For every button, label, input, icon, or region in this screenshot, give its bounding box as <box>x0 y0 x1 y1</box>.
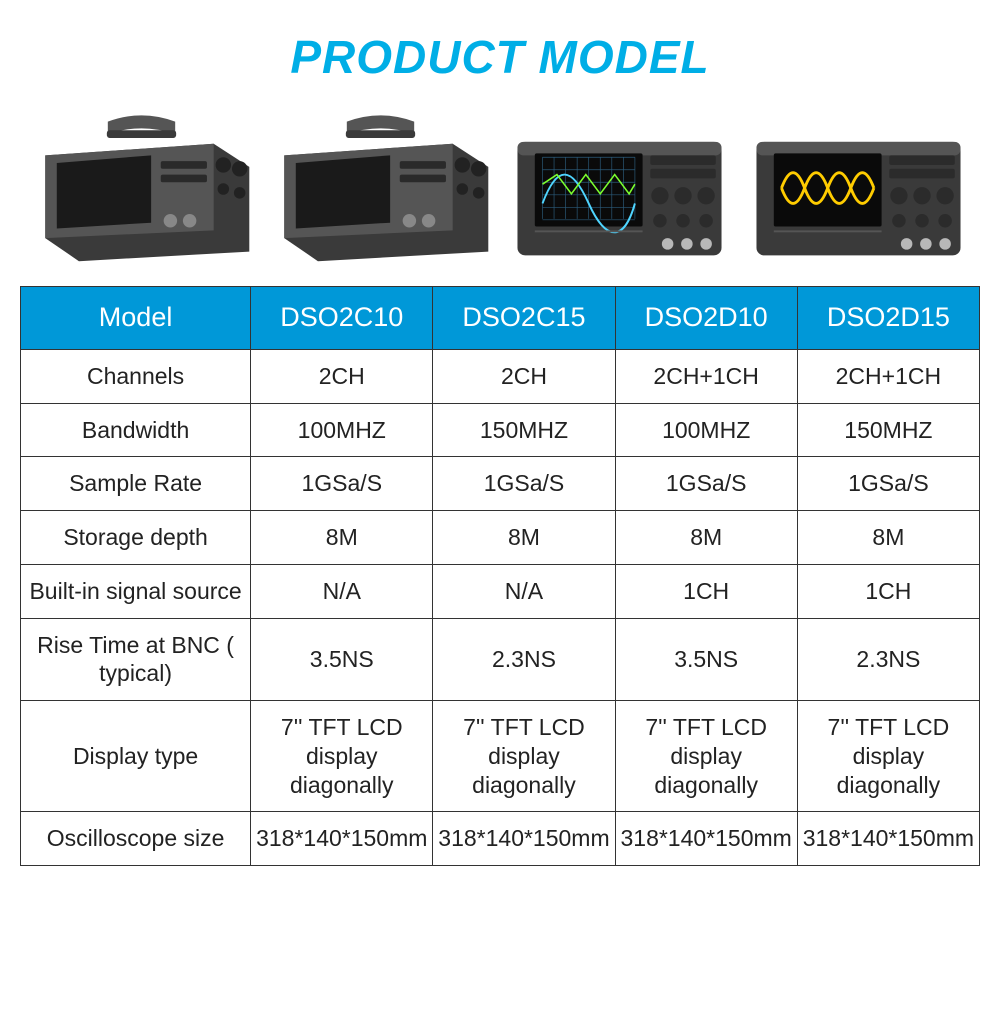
table-cell: N/A <box>251 564 433 618</box>
table-row: Storage depth8M8M8M8M <box>21 511 980 565</box>
table-cell: 3.5NS <box>251 618 433 701</box>
table-row: Built-in signal sourceN/AN/A1CH1CH <box>21 564 980 618</box>
table-cell: 8M <box>251 511 433 565</box>
table-cell: 318*140*150mm <box>615 812 797 866</box>
table-cell: 150MHZ <box>797 403 979 457</box>
table-cell: 1GSa/S <box>797 457 979 511</box>
page-title: PRODUCT MODEL <box>290 30 709 84</box>
table-cell: 1CH <box>615 564 797 618</box>
product-image-4 <box>743 104 974 274</box>
table-cell: 8M <box>615 511 797 565</box>
table-cell: 100MHZ <box>615 403 797 457</box>
row-label: Display type <box>21 701 251 812</box>
table-cell: 1GSa/S <box>615 457 797 511</box>
col-header-dso2c10: DSO2C10 <box>251 287 433 350</box>
col-header-model: Model <box>21 287 251 350</box>
row-label: Oscilloscope size <box>21 812 251 866</box>
table-cell: 2CH <box>433 349 615 403</box>
table-cell: 318*140*150mm <box>433 812 615 866</box>
table-cell: 2CH+1CH <box>797 349 979 403</box>
table-cell: 8M <box>433 511 615 565</box>
col-header-dso2d15: DSO2D15 <box>797 287 979 350</box>
product-image-3 <box>504 104 735 274</box>
table-cell: 2CH <box>251 349 433 403</box>
table-row: Display type7'' TFT LCD display diagonal… <box>21 701 980 812</box>
table-row: Channels2CH2CH2CH+1CH2CH+1CH <box>21 349 980 403</box>
spec-table: ModelDSO2C10DSO2C15DSO2D10DSO2D15 Channe… <box>20 286 980 866</box>
row-label: Channels <box>21 349 251 403</box>
col-header-dso2d10: DSO2D10 <box>615 287 797 350</box>
table-row: Rise Time at BNC ( typical)3.5NS2.3NS3.5… <box>21 618 980 701</box>
table-cell: 7'' TFT LCD display diagonally <box>615 701 797 812</box>
row-label: Rise Time at BNC ( typical) <box>21 618 251 701</box>
row-label: Bandwidth <box>21 403 251 457</box>
table-row: Sample Rate1GSa/S1GSa/S1GSa/S1GSa/S <box>21 457 980 511</box>
product-image-1 <box>26 104 257 274</box>
spec-table-head: ModelDSO2C10DSO2C15DSO2D10DSO2D15 <box>21 287 980 350</box>
table-cell: 1CH <box>797 564 979 618</box>
table-cell: 2.3NS <box>797 618 979 701</box>
table-cell: 7'' TFT LCD display diagonally <box>797 701 979 812</box>
table-cell: 1GSa/S <box>251 457 433 511</box>
table-cell: 1GSa/S <box>433 457 615 511</box>
col-header-dso2c15: DSO2C15 <box>433 287 615 350</box>
row-label: Sample Rate <box>21 457 251 511</box>
table-cell: 150MHZ <box>433 403 615 457</box>
spec-table-body: Channels2CH2CH2CH+1CH2CH+1CHBandwidth100… <box>21 349 980 865</box>
table-cell: 3.5NS <box>615 618 797 701</box>
product-images-row <box>20 104 980 274</box>
table-cell: 2CH+1CH <box>615 349 797 403</box>
table-cell: 318*140*150mm <box>797 812 979 866</box>
product-image-2 <box>265 104 496 274</box>
table-row: Bandwidth100MHZ150MHZ100MHZ150MHZ <box>21 403 980 457</box>
table-cell: 2.3NS <box>433 618 615 701</box>
table-cell: 100MHZ <box>251 403 433 457</box>
table-cell: 7'' TFT LCD display diagonally <box>251 701 433 812</box>
row-label: Built-in signal source <box>21 564 251 618</box>
table-row: Oscilloscope size318*140*150mm318*140*15… <box>21 812 980 866</box>
table-cell: 8M <box>797 511 979 565</box>
row-label: Storage depth <box>21 511 251 565</box>
table-cell: 7'' TFT LCD display diagonally <box>433 701 615 812</box>
table-cell: N/A <box>433 564 615 618</box>
table-header-row: ModelDSO2C10DSO2C15DSO2D10DSO2D15 <box>21 287 980 350</box>
table-cell: 318*140*150mm <box>251 812 433 866</box>
